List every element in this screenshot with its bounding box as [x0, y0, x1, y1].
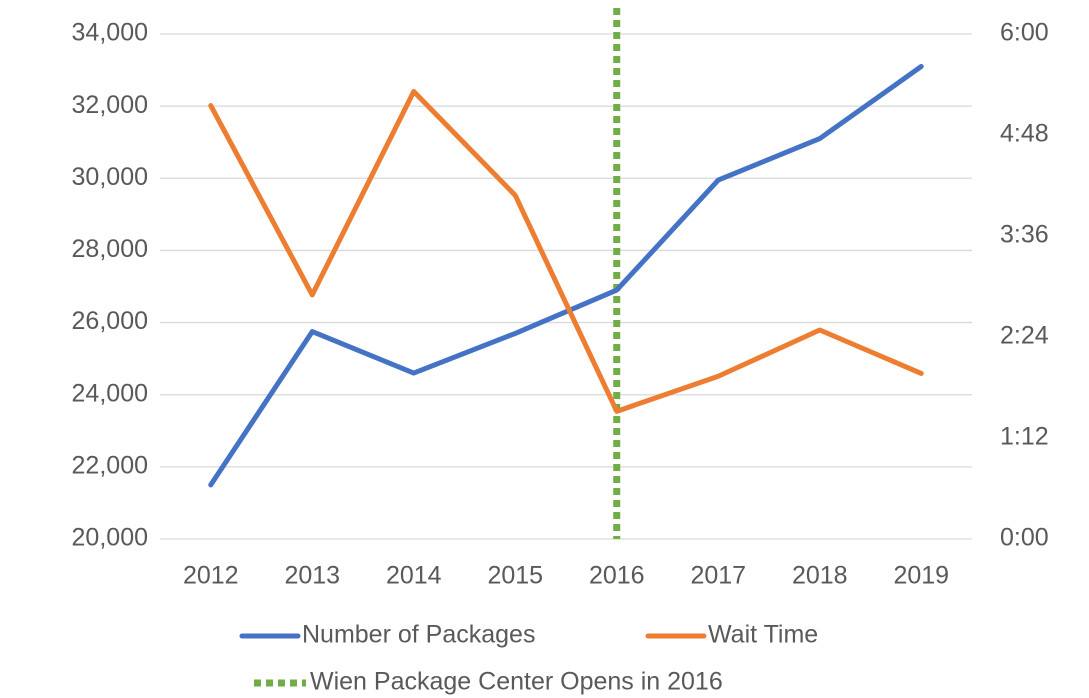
- x-tick-label: 2014: [386, 562, 442, 590]
- x-tick-label: 2013: [284, 562, 340, 590]
- y2-tick-label: 4:48: [1000, 120, 1049, 148]
- x-tick-label: 2017: [690, 562, 746, 590]
- x-tick-label: 2019: [893, 562, 949, 590]
- y2-tick-label: 2:24: [1000, 322, 1049, 350]
- y-tick-label: 28,000: [72, 235, 148, 263]
- y2-tick-label: 3:36: [1000, 221, 1049, 249]
- legend-label: Wien Package Center Opens in 2016: [310, 668, 723, 696]
- x-tick-label: 2012: [183, 562, 239, 590]
- legend-label: Number of Packages: [302, 621, 535, 649]
- series-line: [208, 89, 924, 414]
- x-tick-label: 2016: [589, 562, 645, 590]
- y-tick-label: 20,000: [72, 524, 148, 552]
- y2-tick-label: 6:00: [1000, 19, 1049, 47]
- y-tick-label: 34,000: [72, 19, 148, 47]
- legend-label: Wait Time: [708, 621, 818, 649]
- series-line: [208, 63, 924, 488]
- y-tick-label: 30,000: [72, 163, 148, 191]
- y-tick-label: 32,000: [72, 91, 148, 119]
- y-tick-label: 26,000: [72, 307, 148, 335]
- y2-tick-label: 1:12: [1000, 423, 1049, 451]
- y2-tick-label: 0:00: [1000, 524, 1049, 552]
- y-tick-label: 22,000: [72, 451, 148, 479]
- x-tick-label: 2018: [792, 562, 848, 590]
- y-tick-label: 24,000: [72, 379, 148, 407]
- x-tick-label: 2015: [487, 562, 543, 590]
